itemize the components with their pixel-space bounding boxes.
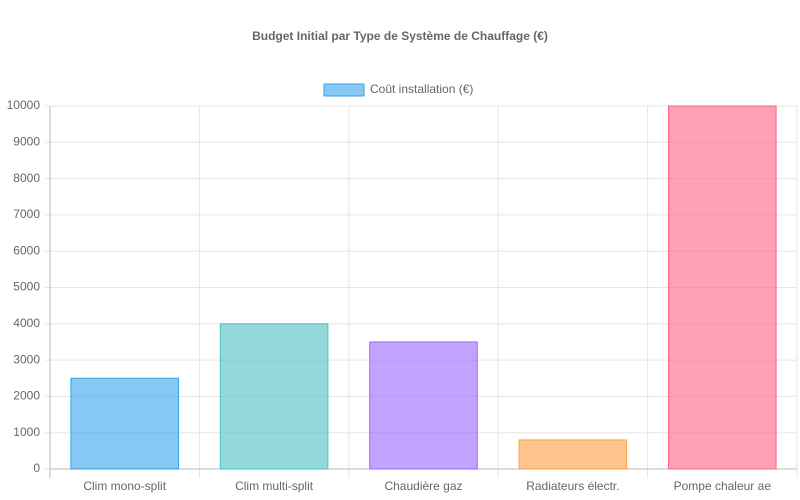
x-tick-label: Radiateurs électr.	[526, 479, 619, 493]
y-tick-label: 3000	[13, 352, 40, 366]
legend-label: Coût installation (€)	[370, 82, 473, 96]
bar	[70, 377, 179, 470]
chart-title: Budget Initial par Type de Système de Ch…	[252, 29, 548, 43]
bar	[219, 323, 329, 470]
y-tick-label: 4000	[13, 316, 40, 330]
x-tick-label: Clim multi-split	[235, 479, 314, 493]
y-tick-label: 1000	[13, 425, 40, 439]
bar	[518, 439, 628, 470]
legend-swatch	[323, 83, 365, 97]
y-tick-label: 5000	[13, 280, 40, 294]
y-tick-label: 9000	[13, 134, 40, 148]
bar	[369, 341, 478, 470]
y-tick-label: 8000	[13, 171, 40, 185]
x-tick-label: Pompe chaleur ae	[674, 479, 772, 493]
y-tick-label: 2000	[13, 389, 40, 403]
x-tick-label: Chaudière gaz	[384, 479, 462, 493]
y-tick-label: 6000	[13, 243, 40, 257]
bar	[668, 105, 777, 470]
x-tick-label: Clim mono-split	[83, 479, 166, 493]
y-tick-label: 0	[33, 461, 40, 475]
y-tick-label: 7000	[13, 207, 40, 221]
y-tick-label: 10000	[7, 98, 41, 112]
